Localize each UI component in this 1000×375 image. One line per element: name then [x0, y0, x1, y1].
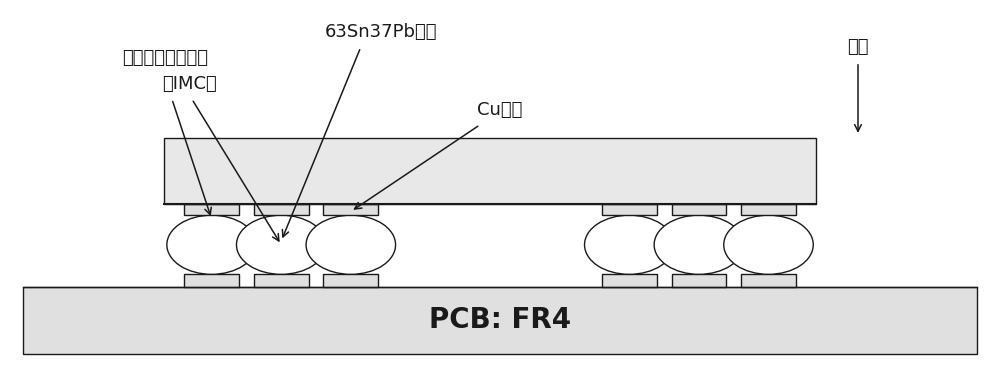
Bar: [164, 138, 816, 204]
Bar: [741, 204, 796, 215]
Bar: [254, 204, 309, 215]
Text: 63Sn37Pb焊料: 63Sn37Pb焊料: [324, 23, 437, 41]
Bar: [323, 204, 378, 215]
Ellipse shape: [236, 215, 326, 274]
Bar: [184, 204, 239, 215]
Ellipse shape: [167, 215, 256, 274]
Bar: [23, 287, 977, 354]
Ellipse shape: [306, 215, 396, 274]
Bar: [602, 274, 657, 287]
Text: PCB: FR4: PCB: FR4: [429, 306, 571, 334]
Bar: [254, 274, 309, 287]
Bar: [602, 204, 657, 215]
Bar: [741, 274, 796, 287]
Text: Cu焊盘: Cu焊盘: [477, 101, 523, 119]
Text: 界面金属间化合物: 界面金属间化合物: [122, 49, 208, 67]
Bar: [184, 274, 239, 287]
Text: 电阵: 电阵: [847, 38, 869, 56]
Text: （IMC）: （IMC）: [162, 75, 217, 93]
Bar: [323, 274, 378, 287]
Ellipse shape: [724, 215, 813, 274]
Ellipse shape: [654, 215, 744, 274]
Bar: [672, 204, 726, 215]
Ellipse shape: [585, 215, 674, 274]
Bar: [672, 274, 726, 287]
